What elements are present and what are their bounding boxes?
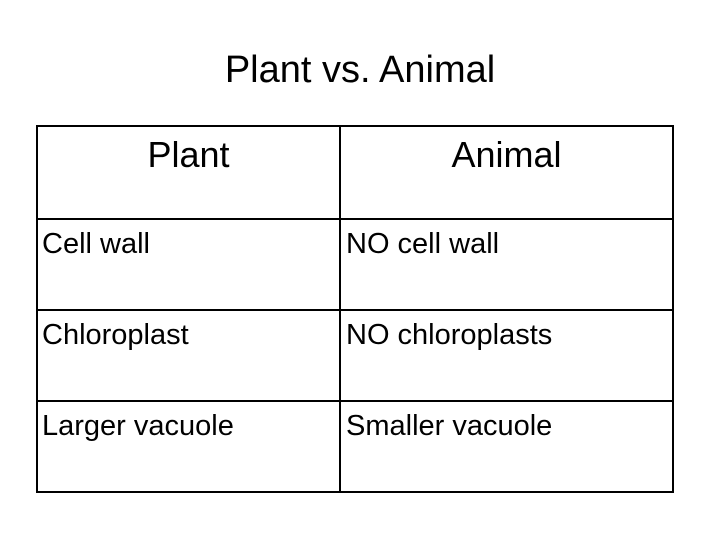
- cell-animal-smaller-vacuole: Smaller vacuole: [339, 400, 674, 493]
- table-row: Chloroplast NO chloroplasts: [36, 309, 674, 402]
- cell-animal-no-cell-wall: NO cell wall: [339, 218, 674, 311]
- comparison-table: Plant Animal Cell wall NO cell wall Chlo…: [36, 125, 674, 493]
- cell-animal-no-chloroplasts: NO chloroplasts: [339, 309, 674, 402]
- cell-plant-larger-vacuole: Larger vacuole: [36, 400, 341, 493]
- table-row: Larger vacuole Smaller vacuole: [36, 400, 674, 493]
- table-header-row: Plant Animal: [36, 125, 674, 220]
- header-animal: Animal: [339, 125, 674, 220]
- slide-title: Plant vs. Animal: [224, 49, 496, 91]
- header-plant: Plant: [36, 125, 341, 220]
- cell-plant-cell-wall: Cell wall: [36, 218, 341, 311]
- cell-plant-chloroplast: Chloroplast: [36, 309, 341, 402]
- table-row: Cell wall NO cell wall: [36, 218, 674, 311]
